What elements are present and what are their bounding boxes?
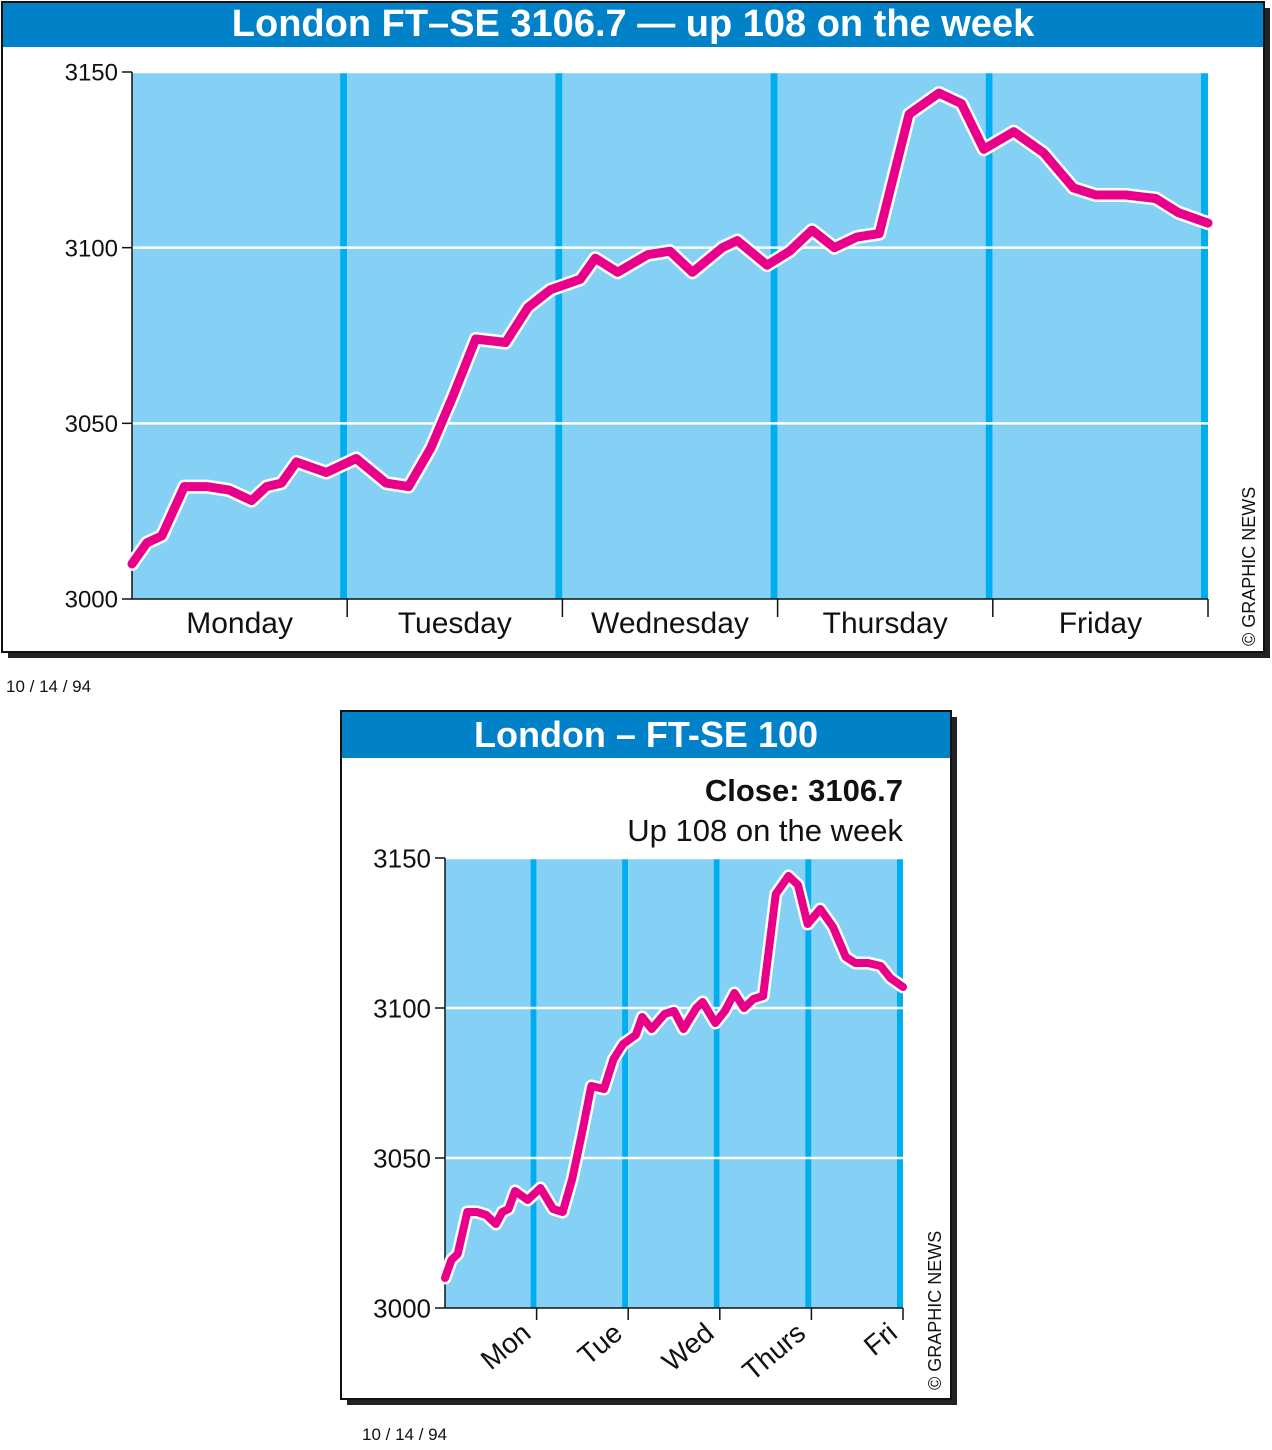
day-panel [562, 72, 778, 599]
y-tick-label: 3100 [65, 235, 118, 262]
day-stripe [985, 72, 993, 599]
day-stripe [897, 858, 903, 1308]
credit-text: © GRAPHIC NEWS [925, 1231, 945, 1390]
day-stripe [770, 72, 778, 599]
chart-title: London – FT-SE 100 [474, 714, 818, 755]
day-panel [536, 858, 629, 1308]
day-panel [347, 72, 563, 599]
day-panel [811, 858, 903, 1308]
day-panel [992, 72, 1208, 599]
title-bar [342, 712, 950, 758]
day-label: Wednesday [591, 607, 749, 640]
day-stripe [622, 858, 629, 1308]
date-stamp: 10 / 14 / 94 [362, 1425, 447, 1444]
day-stripe [1201, 72, 1208, 599]
date-stamp: 10 / 14 / 94 [6, 677, 91, 696]
y-tick-label: 3150 [373, 843, 431, 873]
title-bar [3, 3, 1263, 47]
credit-text: © GRAPHIC NEWS [1239, 487, 1259, 646]
day-stripe [340, 72, 348, 599]
day-stripe [555, 72, 563, 599]
day-label: Monday [186, 607, 293, 640]
day-label: Thursday [823, 607, 948, 640]
y-tick-label: 3050 [65, 411, 118, 438]
y-tick-label: 3150 [65, 60, 118, 87]
series-line [127, 88, 1213, 569]
chart-note: Up 108 on the week [627, 813, 903, 848]
day-panel [628, 858, 720, 1308]
day-label: Tuesday [398, 607, 512, 640]
day-stripe [530, 858, 537, 1308]
day-label: Friday [1059, 607, 1142, 640]
y-tick-label: 3000 [373, 1293, 431, 1323]
y-tick-label: 3050 [373, 1143, 431, 1173]
chart-title: London FT–SE 3106.7 — up 108 on the week [232, 3, 1035, 45]
day-panel [777, 72, 993, 599]
series-line [441, 872, 907, 1282]
y-tick-label: 3000 [65, 587, 118, 614]
y-tick-label: 3100 [373, 993, 431, 1023]
day-stripe [713, 858, 720, 1308]
day-stripe [805, 858, 812, 1308]
chart-subtitle: Close: 3106.7 [705, 773, 903, 808]
